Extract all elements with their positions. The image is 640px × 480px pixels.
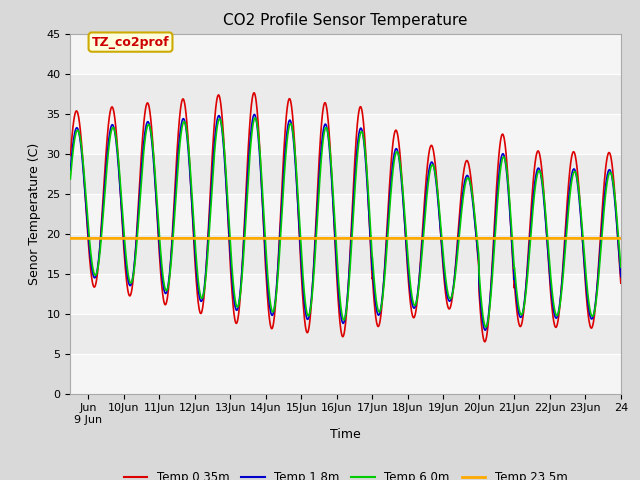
Bar	[70, 73, 621, 114]
Bar	[70, 313, 621, 354]
Bar	[70, 34, 621, 73]
Title: CO2 Profile Sensor Temperature: CO2 Profile Sensor Temperature	[223, 13, 468, 28]
Legend: Temp 0.35m, Temp 1.8m, Temp 6.0m, Temp 23.5m: Temp 0.35m, Temp 1.8m, Temp 6.0m, Temp 2…	[119, 466, 572, 480]
Y-axis label: Senor Temperature (C): Senor Temperature (C)	[28, 143, 41, 285]
Bar	[70, 234, 621, 274]
Bar	[70, 274, 621, 313]
Bar	[70, 193, 621, 234]
Bar	[70, 154, 621, 193]
Bar	[70, 114, 621, 154]
X-axis label: Time: Time	[330, 428, 361, 441]
Text: TZ_co2prof: TZ_co2prof	[92, 36, 170, 48]
Bar	[70, 354, 621, 394]
